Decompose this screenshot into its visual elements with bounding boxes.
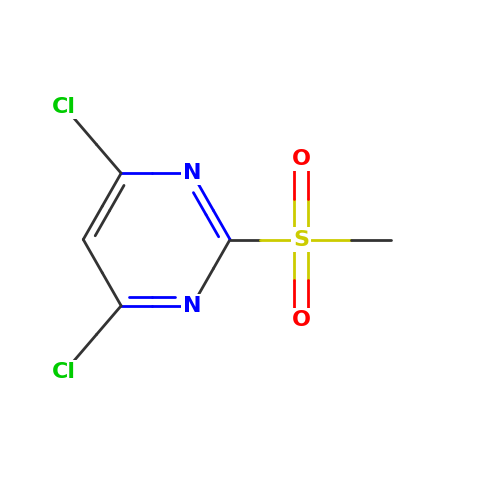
Text: N: N bbox=[183, 296, 201, 316]
Text: O: O bbox=[292, 149, 310, 169]
Text: O: O bbox=[292, 310, 310, 330]
Text: S: S bbox=[293, 229, 309, 250]
Text: N: N bbox=[183, 163, 201, 183]
Text: Cl: Cl bbox=[52, 362, 76, 382]
Text: Cl: Cl bbox=[52, 362, 76, 382]
Text: N: N bbox=[183, 296, 201, 316]
Text: S: S bbox=[293, 229, 309, 250]
Text: Cl: Cl bbox=[52, 97, 76, 117]
Text: O: O bbox=[292, 149, 310, 169]
Text: O: O bbox=[292, 310, 310, 330]
Text: Cl: Cl bbox=[52, 97, 76, 117]
Text: N: N bbox=[183, 163, 201, 183]
